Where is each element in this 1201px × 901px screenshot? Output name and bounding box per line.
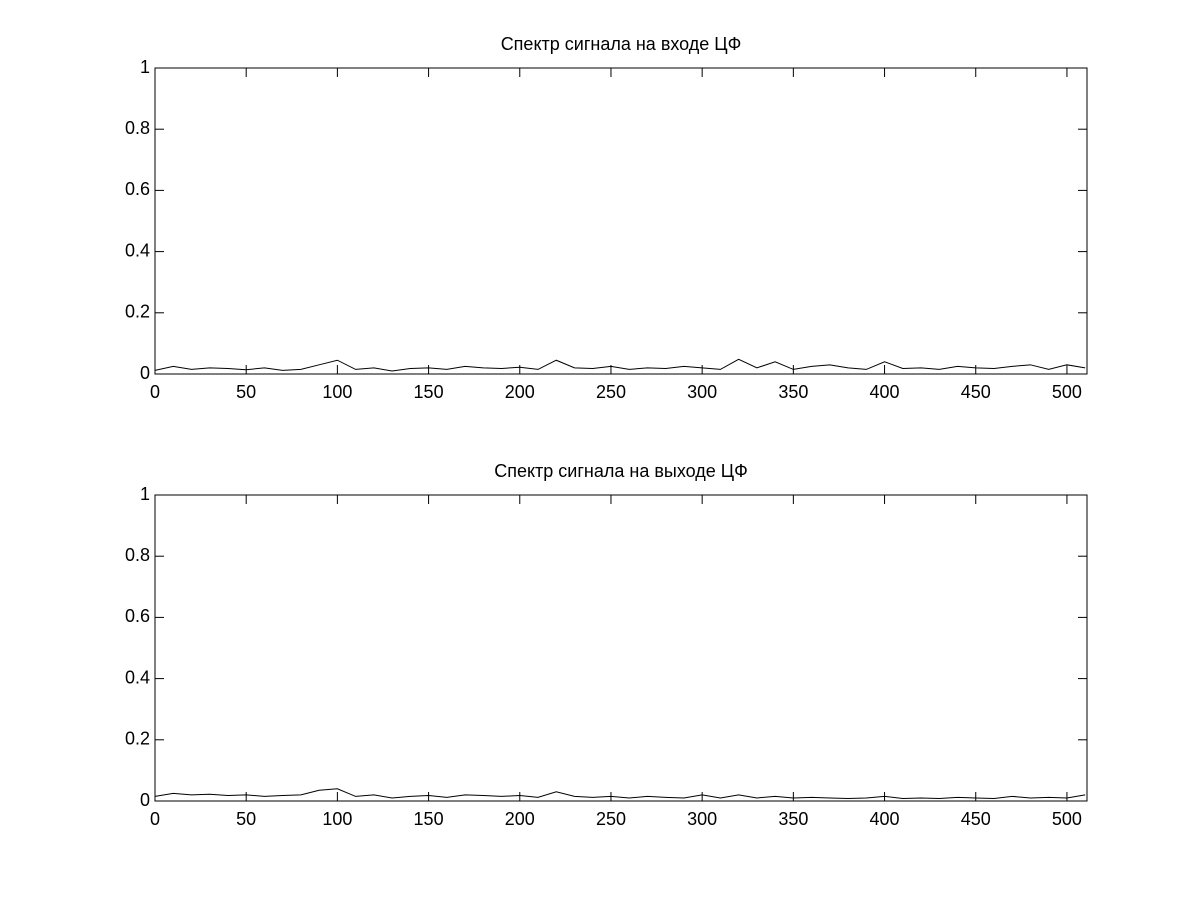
x-tick-label: 250 [596, 809, 626, 829]
y-tick-label: 0.2 [125, 302, 150, 322]
x-tick-label: 300 [687, 809, 717, 829]
x-tick-label: 500 [1052, 809, 1082, 829]
x-tick-label: 0 [150, 809, 160, 829]
chart-title: Спектр сигнала на входе ЦФ [501, 34, 742, 54]
y-tick-label: 0.4 [125, 240, 150, 260]
y-tick-label: 0 [140, 363, 150, 383]
y-tick-label: 0.4 [125, 667, 150, 687]
axes-box [154, 494, 1088, 802]
x-tick-label: 300 [687, 382, 717, 402]
y-tick-label: 0 [140, 790, 150, 810]
data-line [154, 358, 1086, 372]
chart-title: Спектр сигнала на выходе ЦФ [494, 461, 748, 481]
axes-box [154, 67, 1088, 375]
x-tick-label: 500 [1052, 382, 1082, 402]
y-tick-label: 0.8 [125, 118, 150, 138]
x-tick-label: 150 [414, 382, 444, 402]
x-tick-label: 450 [961, 809, 991, 829]
y-tick-label: 0.8 [125, 545, 150, 565]
y-tick-label: 0.2 [125, 729, 150, 749]
y-tick-label: 1 [140, 484, 150, 504]
x-tick-label: 400 [870, 809, 900, 829]
y-tick-label: 0.6 [125, 606, 150, 626]
x-tick-label: 50 [236, 382, 256, 402]
x-tick-label: 100 [322, 809, 352, 829]
x-tick-label: 350 [778, 809, 808, 829]
x-tick-label: 400 [870, 382, 900, 402]
x-tick-label: 200 [505, 382, 535, 402]
y-tick-label: 0.6 [125, 179, 150, 199]
data-line [154, 788, 1086, 800]
y-tick-label: 1 [140, 57, 150, 77]
x-tick-label: 350 [778, 382, 808, 402]
x-tick-label: 450 [961, 382, 991, 402]
x-tick-label: 250 [596, 382, 626, 402]
x-tick-label: 200 [505, 809, 535, 829]
x-tick-label: 0 [150, 382, 160, 402]
x-tick-label: 150 [414, 809, 444, 829]
x-tick-label: 100 [322, 382, 352, 402]
x-tick-label: 50 [236, 809, 256, 829]
